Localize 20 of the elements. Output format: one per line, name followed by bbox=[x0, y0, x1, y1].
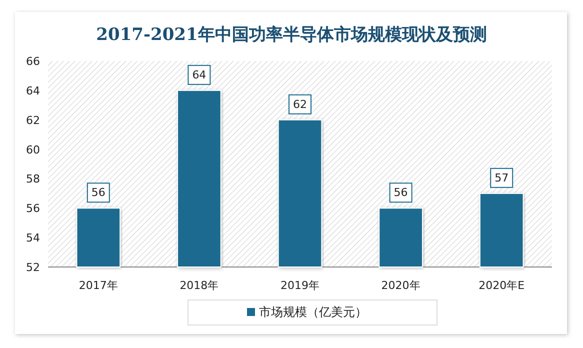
x-tick-label: 2018年 bbox=[180, 279, 219, 292]
data-label: 57 bbox=[494, 171, 509, 184]
data-label: 56 bbox=[394, 186, 408, 200]
x-tick-label: 2019年 bbox=[280, 279, 320, 292]
data-label: 56 bbox=[91, 186, 106, 200]
data-label: 64 bbox=[192, 68, 206, 82]
y-tick-label: 56 bbox=[26, 202, 40, 216]
y-tick-label: 54 bbox=[26, 232, 40, 245]
y-tick-label: 58 bbox=[26, 172, 40, 186]
chart-title: 2017-2021年中国功率半导体市场规模现状及预测 bbox=[96, 25, 487, 45]
x-tick-label: 2017年 bbox=[78, 279, 118, 292]
data-label: 62 bbox=[293, 98, 307, 111]
y-tick-label: 66 bbox=[26, 55, 40, 68]
x-tick-label: 2020年 bbox=[381, 279, 420, 292]
y-tick-label: 64 bbox=[26, 84, 40, 98]
y-tick-label: 60 bbox=[26, 143, 40, 156]
y-tick-label: 52 bbox=[26, 261, 40, 274]
legend-label: 市场规模（亿美元） bbox=[259, 305, 367, 319]
x-tick-label: 2020年E bbox=[478, 279, 525, 292]
y-tick-label: 62 bbox=[26, 114, 40, 127]
